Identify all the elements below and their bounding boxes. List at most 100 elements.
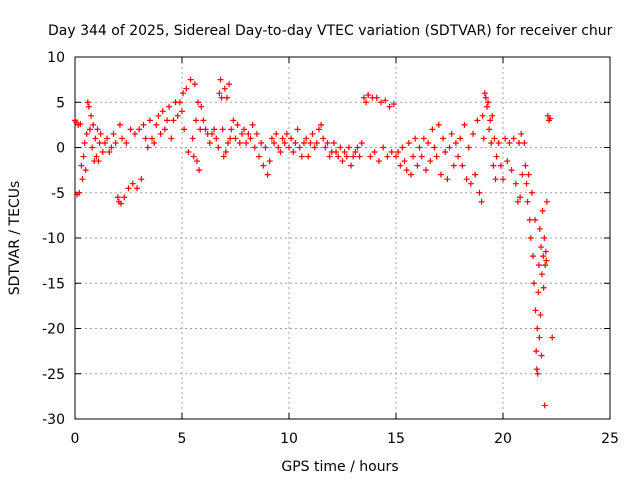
data-point: [457, 135, 464, 142]
data-point: [192, 117, 199, 124]
data-point: [260, 162, 267, 169]
data-point: [136, 126, 143, 133]
data-point: [241, 126, 248, 133]
data-point: [247, 135, 254, 142]
data-point: [81, 139, 88, 146]
data-point: [360, 94, 367, 101]
data-point: [337, 144, 344, 151]
data-point: [258, 139, 265, 146]
x-axis-label: GPS time / hours: [281, 459, 398, 475]
data-point: [140, 121, 147, 128]
data-point: [189, 135, 196, 142]
data-point: [166, 103, 173, 110]
data-point: [410, 153, 417, 160]
data-point: [183, 85, 190, 92]
data-point: [216, 90, 223, 97]
data-point: [320, 135, 327, 142]
data-point: [492, 176, 499, 183]
data-point: [371, 149, 378, 156]
data-point: [497, 162, 504, 169]
data-point: [380, 144, 387, 151]
data-point: [191, 81, 198, 88]
data-point: [433, 153, 440, 160]
data-point: [440, 135, 447, 142]
data-point: [125, 185, 132, 192]
grid-lines: [75, 57, 610, 419]
data-point: [155, 112, 162, 119]
data-point: [190, 153, 197, 160]
data-point: [121, 194, 128, 201]
data-point: [533, 366, 540, 373]
data-point: [324, 139, 331, 146]
data-point: [474, 117, 481, 124]
data-point: [536, 334, 543, 341]
data-points: [72, 76, 556, 409]
data-point: [442, 149, 449, 156]
data-point: [534, 325, 541, 332]
data-point: [470, 130, 477, 137]
data-point: [523, 180, 530, 187]
y-tick-label: 5: [56, 95, 65, 111]
y-tick-label: -5: [51, 186, 65, 202]
data-point: [534, 370, 541, 377]
data-point: [420, 135, 427, 142]
data-point: [146, 117, 153, 124]
data-point: [467, 180, 474, 187]
data-point: [463, 176, 470, 183]
data-point: [335, 153, 342, 160]
data-point: [170, 117, 177, 124]
data-point: [429, 126, 436, 133]
data-point: [119, 135, 126, 142]
data-point: [296, 144, 303, 151]
data-point: [485, 99, 492, 106]
data-point: [292, 139, 299, 146]
data-point: [222, 149, 229, 156]
data-point: [538, 271, 545, 278]
data-point: [528, 189, 535, 196]
data-point: [435, 121, 442, 128]
data-point: [529, 253, 536, 260]
data-point: [305, 153, 312, 160]
data-point: [382, 97, 389, 104]
data-point: [437, 171, 444, 178]
data-point: [118, 200, 125, 207]
data-point: [541, 235, 548, 241]
data-point: [230, 117, 237, 124]
data-point: [488, 139, 495, 146]
data-point: [219, 126, 226, 133]
data-point: [264, 171, 271, 178]
data-point: [539, 207, 546, 214]
data-point: [535, 262, 542, 269]
data-point: [414, 162, 421, 169]
data-point: [176, 99, 183, 106]
data-point: [288, 135, 295, 142]
data-point: [540, 253, 547, 260]
data-point: [277, 149, 284, 156]
data-point: [514, 198, 521, 205]
data-point: [104, 135, 111, 142]
data-point: [106, 149, 113, 156]
data-point: [238, 130, 245, 137]
data-point: [101, 139, 108, 146]
data-point: [519, 171, 526, 178]
data-point: [527, 235, 534, 241]
data-point: [547, 115, 554, 122]
data-point: [444, 176, 451, 183]
data-point: [479, 112, 486, 119]
data-point: [256, 153, 263, 160]
data-point: [378, 99, 385, 106]
data-point: [521, 139, 528, 146]
data-point: [268, 135, 275, 142]
data-point: [358, 139, 365, 146]
data-point: [223, 94, 230, 101]
data-point: [533, 348, 540, 355]
data-point: [303, 135, 310, 142]
data-point: [531, 280, 538, 287]
data-point: [309, 130, 316, 137]
data-point: [86, 126, 93, 133]
data-point: [506, 139, 513, 146]
data-point: [168, 135, 175, 142]
data-point: [161, 126, 168, 133]
data-point: [386, 103, 393, 110]
data-point: [516, 139, 523, 146]
